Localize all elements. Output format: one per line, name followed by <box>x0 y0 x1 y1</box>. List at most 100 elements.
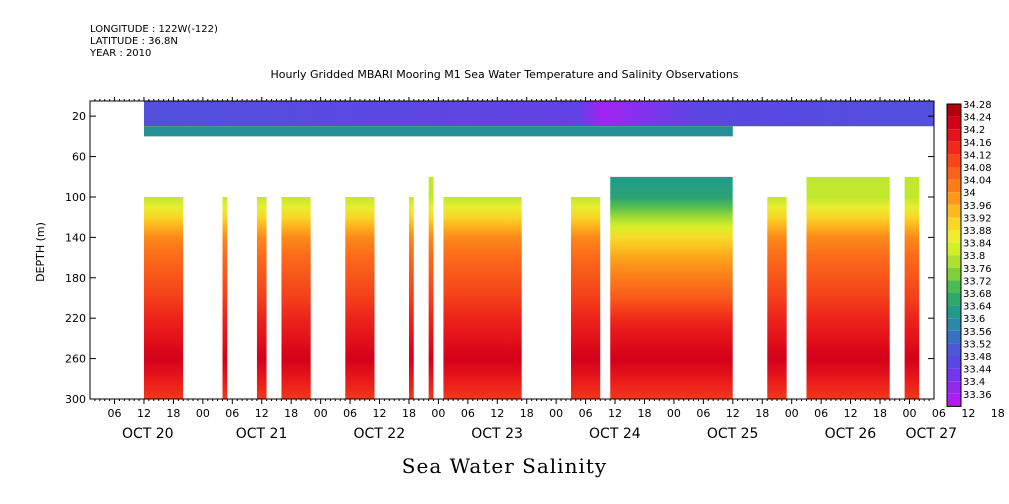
longitude-label: LONGITUDE : 122W(-122) <box>90 24 218 35</box>
x-hour-label: 12 <box>137 407 151 420</box>
x-hour-label: 06 <box>343 407 357 420</box>
colorbar-label: 34.24 <box>963 113 992 124</box>
surface-salinity-band <box>143 101 934 127</box>
x-hour-label: 06 <box>696 407 710 420</box>
colorbar-label: 33.48 <box>963 352 992 363</box>
y-tick-label: 60 <box>72 151 86 164</box>
colorbar-swatch <box>947 293 961 306</box>
x-hour-label: 06 <box>579 407 593 420</box>
colorbar-swatch <box>947 381 961 394</box>
x-hour-label: 18 <box>284 407 298 420</box>
colorbar-label: 33.88 <box>963 226 992 237</box>
colorbar-label: 34.28 <box>963 100 992 111</box>
colorbar-swatch <box>947 154 961 167</box>
colorbar-label: 33.8 <box>963 251 985 262</box>
colorbar-swatch <box>947 255 961 268</box>
colorbar-label: 33.92 <box>963 213 992 224</box>
x-hour-label: 18 <box>520 407 534 420</box>
salinity-segment <box>767 177 787 399</box>
x-hour-label: 12 <box>961 407 975 420</box>
salinity-segment <box>222 177 227 399</box>
chart-subtitle: Sea Water Salinity <box>401 454 608 478</box>
salinity-segment <box>610 177 733 399</box>
x-day-label: OCT 20 <box>122 426 174 442</box>
colorbar-swatch <box>947 267 961 281</box>
x-hour-label: 12 <box>490 407 504 420</box>
colorbar-swatch <box>947 204 961 218</box>
y-axis-label: DEPTH (m) <box>34 222 47 282</box>
x-hour-label: 12 <box>844 407 858 420</box>
x-hour-label: 12 <box>373 407 387 420</box>
colorbar-swatch <box>947 343 961 356</box>
x-hour-label: 06 <box>225 407 239 420</box>
year-label: YEAR : 2010 <box>90 48 152 59</box>
x-hour-label: 06 <box>814 407 828 420</box>
colorbar-swatch <box>947 305 961 319</box>
y-tick-label: 260 <box>65 353 86 366</box>
x-hour-label: 18 <box>873 407 887 420</box>
x-hour-label: 00 <box>196 407 210 420</box>
x-hour-label: 18 <box>991 407 1005 420</box>
colorbar-swatch <box>947 230 961 243</box>
x-hour-label: 00 <box>667 407 681 420</box>
x-hour-label: 18 <box>402 407 416 420</box>
x-hour-label: 00 <box>902 407 916 420</box>
salinity-segment <box>409 177 414 399</box>
x-day-label: OCT 21 <box>236 426 288 442</box>
colorbar-label: 33.68 <box>963 289 992 300</box>
colorbar-swatch <box>947 368 961 382</box>
x-hour-label: 00 <box>785 407 799 420</box>
salinity-segment <box>345 177 374 399</box>
x-hour-label: 18 <box>755 407 769 420</box>
colorbar-swatch <box>947 141 961 155</box>
colorbar-swatch <box>947 192 961 205</box>
colorbar-label: 33.4 <box>963 377 985 388</box>
x-hour-label: 18 <box>637 407 651 420</box>
colorbar-label: 33.6 <box>963 314 985 325</box>
colorbar-label: 33.72 <box>963 276 992 287</box>
colorbar-swatch <box>947 318 961 331</box>
axes: 20 60 100 140 180 220 260 300 06 12 18 00 06 12 18 00 06… <box>65 97 1005 442</box>
colorbar-swatch <box>947 167 961 180</box>
colorbar-label: 34.08 <box>963 163 992 174</box>
colorbar-label: 33.36 <box>963 390 992 401</box>
colorbar-swatch <box>947 104 961 117</box>
y-tick-label: 220 <box>65 312 86 325</box>
x-hour-label: 00 <box>431 407 445 420</box>
x-day-label: OCT 26 <box>825 426 877 442</box>
x-day-label: OCT 22 <box>354 426 406 442</box>
colorbar-label: 33.52 <box>963 339 992 350</box>
colorbar-swatch <box>947 179 961 193</box>
colorbar-label: 33.44 <box>963 365 992 376</box>
x-day-label: OCT 24 <box>589 426 641 442</box>
colorbar-swatch <box>947 330 961 344</box>
y-tick-label: 140 <box>65 231 86 244</box>
x-day-label: OCT 27 <box>905 426 957 442</box>
plot-area <box>143 101 934 399</box>
x-day-label: OCT 23 <box>471 426 523 442</box>
x-day-label: OCT 25 <box>707 426 759 442</box>
x-hour-label: 18 <box>166 407 180 420</box>
colorbar-label: 34.04 <box>963 176 992 187</box>
x-hour-label: 06 <box>461 407 475 420</box>
x-hour-label: 06 <box>932 407 946 420</box>
colorbar-label: 33.84 <box>963 239 992 250</box>
mid-salinity-band <box>143 126 733 137</box>
x-hour-label: 00 <box>314 407 328 420</box>
salinity-segment <box>257 177 267 399</box>
colorbar-swatch <box>947 116 961 130</box>
colorbar-swatch <box>947 356 961 369</box>
colorbar-label: 33.76 <box>963 264 992 275</box>
x-hour-label: 12 <box>726 407 740 420</box>
y-tick-label: 300 <box>65 393 86 406</box>
salinity-segment <box>144 177 183 399</box>
x-hour-label: 12 <box>608 407 622 420</box>
colorbar-swatch <box>947 129 961 142</box>
colorbar-frame <box>946 103 962 407</box>
colorbar-swatch <box>947 393 961 407</box>
x-hour-label: 06 <box>108 407 122 420</box>
colorbar-label: 33.96 <box>963 201 992 212</box>
colorbar-label: 34.2 <box>963 125 985 136</box>
